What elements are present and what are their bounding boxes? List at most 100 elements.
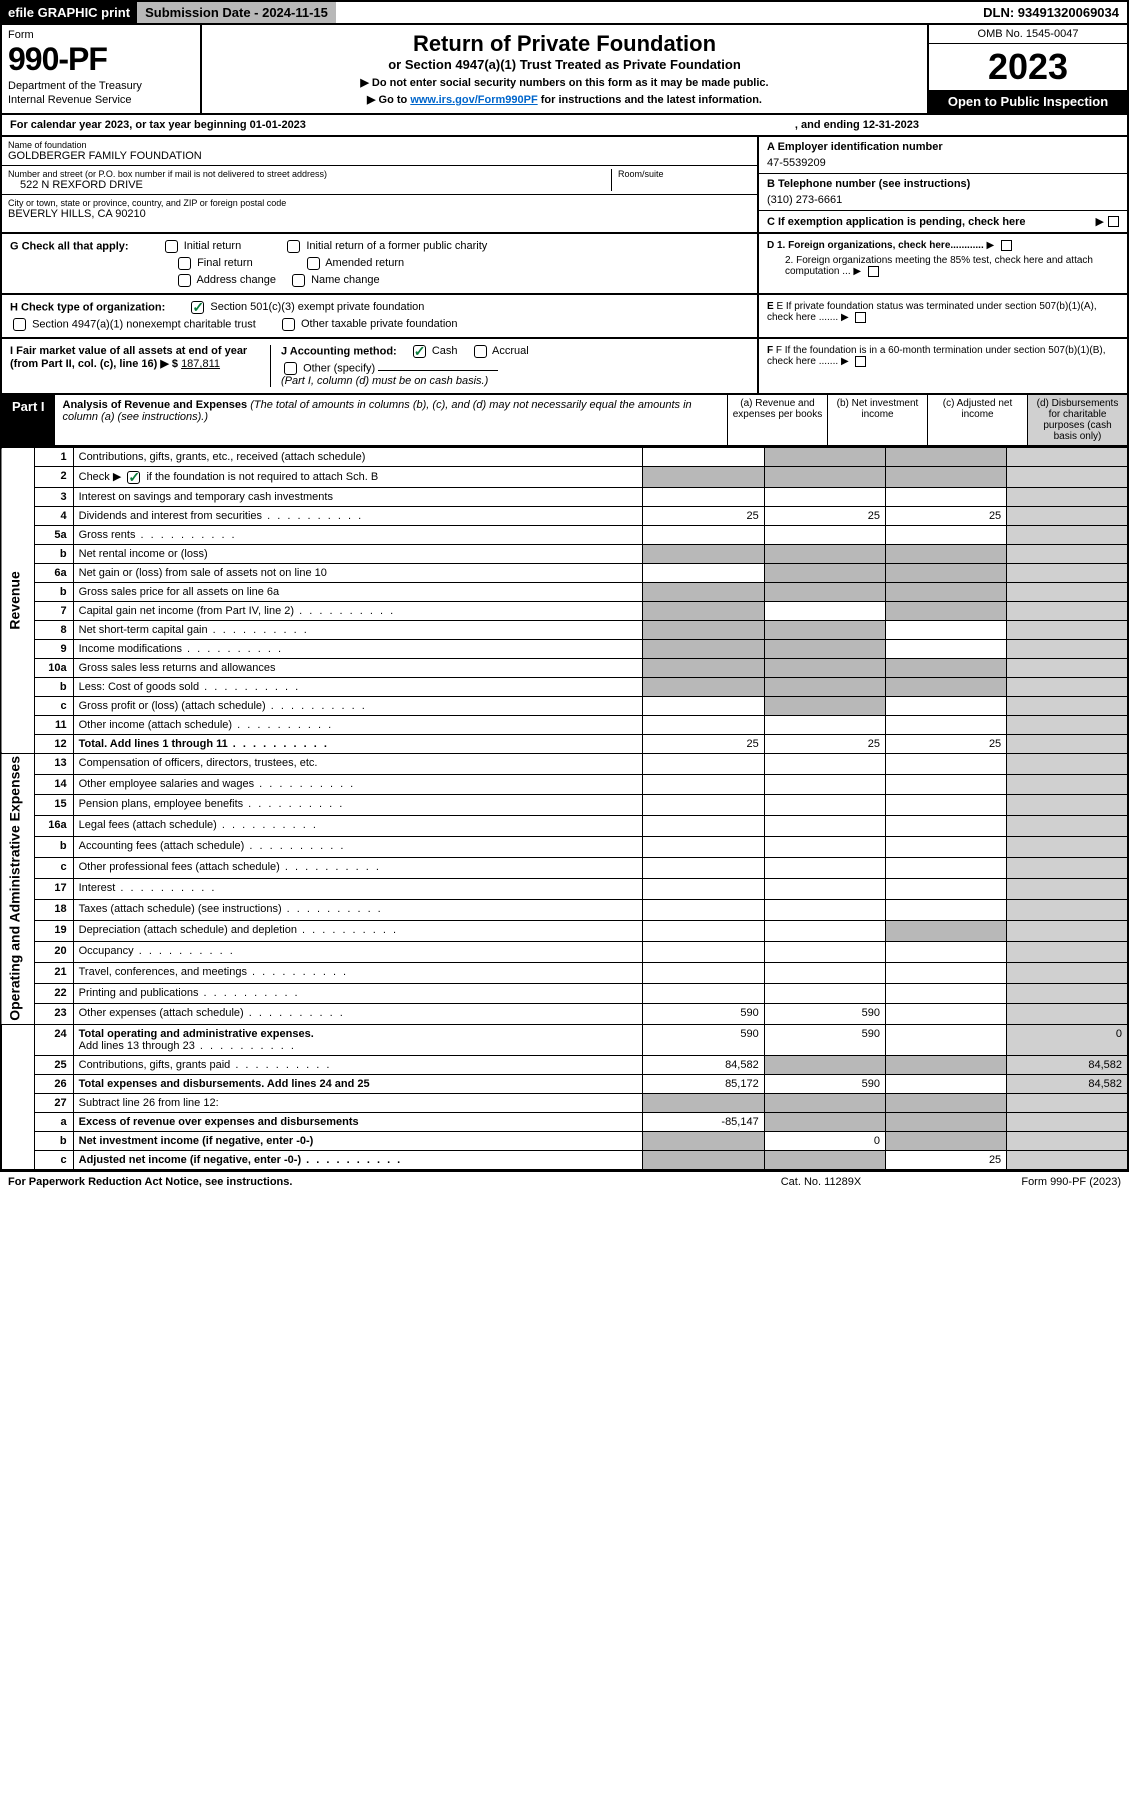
paperwork-notice: For Paperwork Reduction Act Notice, see … <box>8 1176 721 1188</box>
other-method-checkbox[interactable] <box>284 362 297 375</box>
arrow-icon: ▶ <box>841 356 849 367</box>
line-16b: Accounting fees (attach schedule) <box>73 837 643 858</box>
line-19: Depreciation (attach schedule) and deple… <box>73 920 643 941</box>
form-subtitle: or Section 4947(a)(1) Trust Treated as P… <box>208 57 921 72</box>
col-b-header: (b) Net investment income <box>827 395 927 445</box>
e-checkbox[interactable] <box>855 312 866 323</box>
expenses-side-label: Operating and Administrative Expenses <box>1 753 34 1025</box>
amended-checkbox[interactable] <box>307 257 320 270</box>
irs-link[interactable]: www.irs.gov/Form990PF <box>410 94 537 106</box>
line-8: Net short-term capital gain <box>73 620 643 639</box>
final-return-checkbox[interactable] <box>178 257 191 270</box>
g-label: G Check all that apply: <box>10 240 129 252</box>
name-label: Name of foundation <box>8 140 751 150</box>
line-12: Total. Add lines 1 through 11 <box>73 734 643 753</box>
line-27: Subtract line 26 from line 12: <box>73 1094 643 1113</box>
check-section-g: G Check all that apply: Initial return I… <box>0 234 1129 295</box>
line-6b: Gross sales price for all assets on line… <box>73 582 643 601</box>
h-label: H Check type of organization: <box>10 301 165 313</box>
accrual-checkbox[interactable] <box>474 345 487 358</box>
arrow-icon: ▶ <box>841 312 849 323</box>
line-25: Contributions, gifts, grants paid <box>73 1056 643 1075</box>
d1-checkbox[interactable] <box>1001 240 1012 251</box>
street-address: 522 N REXFORD DRIVE <box>8 179 611 191</box>
line-22: Printing and publications <box>73 983 643 1004</box>
dln: DLN: 93491320069034 <box>975 2 1127 23</box>
exemption-label: C If exemption application is pending, c… <box>767 216 1096 228</box>
line-20: Occupancy <box>73 941 643 962</box>
goto-note: ▶ Go to www.irs.gov/Form990PF for instru… <box>208 93 921 106</box>
foundation-name: GOLDBERGER FAMILY FOUNDATION <box>8 150 751 162</box>
line-27c: Adjusted net income (if negative, enter … <box>73 1151 643 1171</box>
check-section-h: H Check type of organization: Section 50… <box>0 295 1129 339</box>
part1-header: Part I Analysis of Revenue and Expenses … <box>0 395 1129 447</box>
line-24: Total operating and administrative expen… <box>73 1025 643 1056</box>
initial-former-checkbox[interactable] <box>287 240 300 253</box>
line-5a: Gross rents <box>73 525 643 544</box>
open-public: Open to Public Inspection <box>929 90 1127 113</box>
analysis-table: Revenue 1Contributions, gifts, grants, e… <box>0 447 1129 1171</box>
line-10a: Gross sales less returns and allowances <box>73 658 643 677</box>
d2-checkbox[interactable] <box>868 266 879 277</box>
cash-basis-note: (Part I, column (d) must be on cash basi… <box>281 375 749 387</box>
top-bar: efile GRAPHIC print Submission Date - 20… <box>0 0 1129 25</box>
d1-label: D 1. Foreign organizations, check here..… <box>767 240 984 251</box>
irs-label: Internal Revenue Service <box>8 94 194 106</box>
foundation-info: Name of foundation GOLDBERGER FAMILY FOU… <box>0 137 1129 234</box>
col-a-header: (a) Revenue and expenses per books <box>727 395 827 445</box>
col-d-header: (d) Disbursements for charitable purpose… <box>1027 395 1127 445</box>
f-checkbox[interactable] <box>855 356 866 367</box>
line-1: Contributions, gifts, grants, etc., rece… <box>73 448 643 467</box>
check-section-ij: I Fair market value of all assets at end… <box>0 339 1129 395</box>
revenue-side-label: Revenue <box>1 448 34 754</box>
d2-label: 2. Foreign organizations meeting the 85%… <box>785 255 1093 277</box>
line-13: Compensation of officers, directors, tru… <box>73 753 643 774</box>
line-6a: Net gain or (loss) from sale of assets n… <box>73 563 643 582</box>
name-change-checkbox[interactable] <box>292 274 305 287</box>
form-word: Form <box>8 29 194 41</box>
line-26: Total expenses and disbursements. Add li… <box>73 1075 643 1094</box>
line-10c: Gross profit or (loss) (attach schedule) <box>73 696 643 715</box>
line-27b: Net investment income (if negative, ente… <box>73 1132 643 1151</box>
phone-value: (310) 273-6661 <box>767 194 1119 206</box>
omb-number: OMB No. 1545-0047 <box>929 25 1127 44</box>
exemption-checkbox[interactable] <box>1108 216 1119 227</box>
dept-treasury: Department of the Treasury <box>8 80 194 92</box>
line-7: Capital gain net income (from Part IV, l… <box>73 601 643 620</box>
efile-label: efile GRAPHIC print <box>2 2 136 23</box>
room-label: Room/suite <box>618 169 751 179</box>
line-14: Other employee salaries and wages <box>73 774 643 795</box>
line-11: Other income (attach schedule) <box>73 715 643 734</box>
line-18: Taxes (attach schedule) (see instruction… <box>73 899 643 920</box>
line-21: Travel, conferences, and meetings <box>73 962 643 983</box>
schb-checkbox[interactable] <box>127 471 140 484</box>
line-23: Other expenses (attach schedule) <box>73 1004 643 1025</box>
f-label: F If the foundation is in a 60-month ter… <box>767 345 1106 367</box>
501c3-checkbox[interactable] <box>191 301 204 314</box>
part1-label: Part I <box>2 395 55 445</box>
e-label: E If private foundation status was termi… <box>767 301 1097 323</box>
line-5b: Net rental income or (loss) <box>73 544 643 563</box>
line-15: Pension plans, employee benefits <box>73 795 643 816</box>
line-9: Income modifications <box>73 639 643 658</box>
other-taxable-checkbox[interactable] <box>282 318 295 331</box>
initial-return-checkbox[interactable] <box>165 240 178 253</box>
ein-value: 47-5539209 <box>767 157 1119 169</box>
4947-checkbox[interactable] <box>13 318 26 331</box>
col-c-header: (c) Adjusted net income <box>927 395 1027 445</box>
line-16c: Other professional fees (attach schedule… <box>73 858 643 879</box>
arrow-icon: ▶ <box>853 266 861 277</box>
line-16a: Legal fees (attach schedule) <box>73 816 643 837</box>
city-state-zip: BEVERLY HILLS, CA 90210 <box>8 208 751 220</box>
j-label: J Accounting method: <box>281 345 397 357</box>
address-change-checkbox[interactable] <box>178 274 191 287</box>
arrow-icon: ▶ <box>1096 215 1104 228</box>
line-4: Dividends and interest from securities <box>73 506 643 525</box>
form-header: Form 990-PF Department of the Treasury I… <box>0 25 1129 115</box>
calendar-year-row: For calendar year 2023, or tax year begi… <box>0 115 1129 137</box>
cash-checkbox[interactable] <box>413 345 426 358</box>
catalog-number: Cat. No. 11289X <box>721 1176 921 1188</box>
line-2: Check ▶ if the foundation is not require… <box>73 467 643 488</box>
form-ref: Form 990-PF (2023) <box>921 1176 1121 1188</box>
page-footer: For Paperwork Reduction Act Notice, see … <box>0 1171 1129 1192</box>
